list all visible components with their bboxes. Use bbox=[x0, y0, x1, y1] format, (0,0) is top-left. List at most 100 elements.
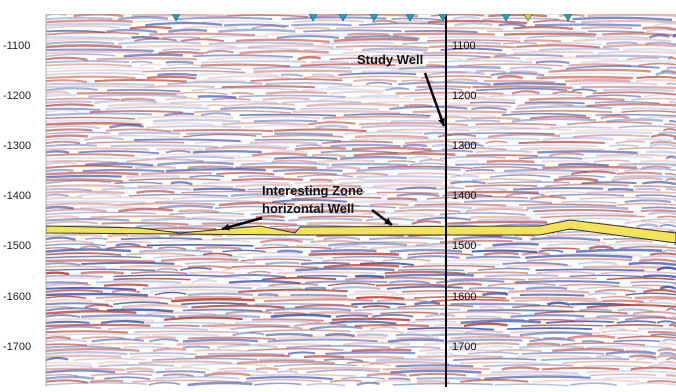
well-depth-label: 1700 bbox=[452, 341, 476, 353]
seismic-event bbox=[581, 87, 676, 88]
seismic-event bbox=[357, 334, 387, 335]
seismic-event bbox=[608, 189, 634, 190]
seismic-event bbox=[646, 152, 676, 153]
seismic-event bbox=[90, 381, 123, 382]
seismic-event bbox=[46, 151, 69, 152]
seismic-event bbox=[85, 238, 107, 239]
seismic-event bbox=[46, 273, 69, 274]
seismic-event bbox=[511, 298, 596, 299]
seismic-event bbox=[524, 40, 562, 41]
seismic-event bbox=[46, 235, 103, 236]
seismic-event bbox=[466, 257, 520, 258]
seismic-event bbox=[164, 325, 200, 326]
seismic-event bbox=[637, 77, 676, 78]
seismic-event bbox=[618, 164, 676, 165]
seismic-event bbox=[46, 173, 138, 174]
seismic-event bbox=[403, 145, 427, 146]
seismic-event bbox=[376, 284, 447, 285]
seismic-event bbox=[635, 297, 676, 298]
seismic-event bbox=[256, 368, 279, 369]
seismic-event bbox=[492, 244, 538, 245]
seismic-event bbox=[354, 291, 396, 292]
seismic-event bbox=[514, 52, 593, 53]
seismic-event bbox=[222, 86, 315, 87]
seismic-event bbox=[46, 322, 90, 323]
seismic-event bbox=[295, 148, 346, 149]
seismic-event bbox=[309, 254, 399, 255]
depth-label: -1700 bbox=[3, 341, 31, 353]
seismic-event bbox=[253, 71, 352, 72]
seismic-event bbox=[310, 180, 332, 181]
seismic-event bbox=[46, 148, 149, 149]
seismic-event bbox=[46, 120, 140, 121]
seismic-event bbox=[162, 37, 200, 38]
seismic-event bbox=[265, 34, 339, 35]
seismic-event bbox=[121, 238, 202, 239]
seismic-event bbox=[254, 120, 317, 121]
seismic-event bbox=[273, 170, 343, 171]
seismic-event bbox=[120, 266, 183, 267]
seismic-event bbox=[470, 118, 520, 119]
seismic-event bbox=[535, 25, 641, 26]
seismic-event bbox=[235, 167, 317, 168]
seismic-event bbox=[304, 356, 344, 357]
seismic-event bbox=[175, 297, 242, 298]
seismic-event bbox=[535, 270, 644, 271]
seismic-event bbox=[46, 325, 150, 326]
seismic-event bbox=[130, 236, 160, 237]
seismic-event bbox=[417, 356, 503, 357]
seismic-event bbox=[559, 15, 584, 16]
seismic-event bbox=[208, 354, 285, 355]
seismic-event bbox=[178, 210, 218, 211]
seismic-event bbox=[416, 378, 480, 379]
seismic-event bbox=[311, 250, 377, 251]
seismic-event bbox=[487, 161, 535, 162]
seismic-event bbox=[602, 244, 668, 245]
seismic-event bbox=[190, 272, 235, 273]
horizontal-well-annotation: horizontal Well bbox=[262, 201, 354, 216]
seismic-event bbox=[46, 260, 155, 261]
seismic-event bbox=[157, 149, 203, 150]
study-well-annotation: Study Well bbox=[357, 52, 423, 67]
seismic-event bbox=[311, 62, 349, 63]
seismic-event bbox=[519, 142, 605, 143]
seismic-event bbox=[352, 201, 461, 202]
seismic-event bbox=[250, 142, 318, 143]
well-depth-label: 1200 bbox=[452, 90, 476, 102]
seismic-event bbox=[466, 316, 501, 317]
seismic-event bbox=[586, 192, 676, 193]
seismic-event bbox=[640, 161, 676, 162]
seismic-event bbox=[355, 325, 429, 326]
seismic-event bbox=[46, 185, 125, 186]
interesting-zone-annotation: Interesting Zone bbox=[262, 183, 363, 198]
seismic-event bbox=[301, 263, 350, 264]
seismic-event bbox=[274, 134, 332, 135]
seismic-event bbox=[450, 304, 539, 305]
seismic-event bbox=[83, 170, 165, 171]
seismic-event bbox=[516, 356, 590, 357]
seismic-event bbox=[97, 58, 198, 59]
seismic-event bbox=[397, 338, 439, 339]
seismic-event bbox=[520, 295, 584, 296]
seismic-event bbox=[46, 356, 121, 357]
seismic-event bbox=[46, 158, 150, 159]
seismic-event bbox=[549, 127, 612, 128]
seismic-event bbox=[46, 170, 74, 171]
seismic-event bbox=[396, 335, 431, 336]
seismic-event bbox=[147, 245, 253, 246]
seismic-event bbox=[359, 96, 399, 97]
seismic-event bbox=[118, 133, 180, 134]
seismic-event bbox=[46, 84, 154, 85]
seismic-event bbox=[198, 96, 236, 97]
depth-label: -1600 bbox=[3, 291, 31, 303]
seismic-event bbox=[527, 343, 560, 344]
top-axis-background bbox=[0, 0, 676, 14]
seismic-event bbox=[347, 34, 390, 35]
seismic-event bbox=[46, 294, 148, 295]
well-depth-label: 1600 bbox=[452, 291, 476, 303]
seismic-event bbox=[370, 204, 409, 205]
seismic-event bbox=[666, 375, 676, 376]
seismic-event bbox=[412, 111, 506, 112]
seismic-event bbox=[467, 272, 528, 273]
